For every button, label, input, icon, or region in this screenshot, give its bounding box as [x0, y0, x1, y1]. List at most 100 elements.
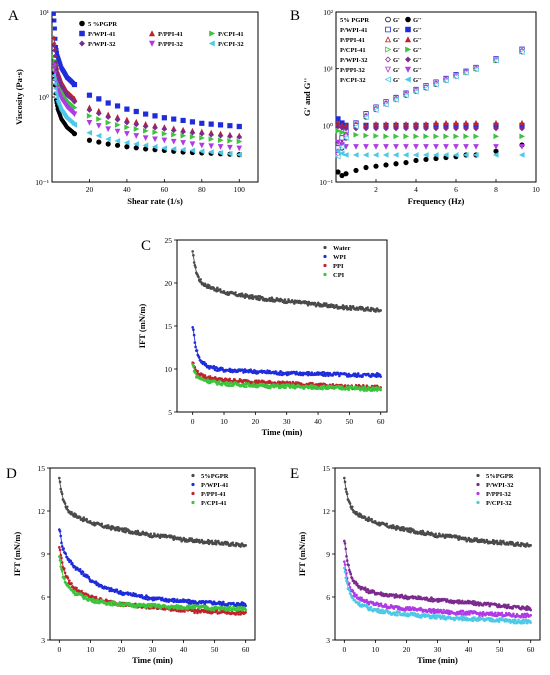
- legend-label: G'': [413, 57, 422, 64]
- legend-label: P/PPI-32: [340, 67, 365, 74]
- data-point: [228, 384, 232, 388]
- data-point: [100, 522, 104, 526]
- data-point: [113, 600, 117, 604]
- data-point: [391, 524, 395, 527]
- data-point: [432, 81, 439, 88]
- data-point: [402, 92, 409, 99]
- data-point: [371, 609, 375, 613]
- data-point: [452, 152, 459, 158]
- fit-line: [343, 561, 531, 617]
- data-point: [114, 128, 121, 135]
- data-point: [365, 598, 368, 602]
- y-tick-label: 15: [165, 322, 173, 331]
- data-point: [86, 119, 93, 126]
- data-point: [143, 127, 149, 134]
- data-point: [433, 119, 439, 126]
- legend-label: P/WPI-32: [88, 41, 115, 48]
- data-point: [379, 309, 383, 312]
- data-point: [86, 129, 93, 136]
- y-axis-label: IFT (mN/m): [12, 532, 22, 577]
- legend-label: P/CPI-41: [218, 31, 244, 38]
- data-point: [472, 152, 479, 158]
- data-point: [383, 162, 389, 168]
- legend-label: G': [393, 67, 400, 74]
- data-point: [180, 132, 187, 139]
- series-p-ppi-32: [51, 62, 243, 152]
- data-point: [475, 537, 479, 540]
- data-point: [382, 101, 389, 108]
- data-point: [511, 607, 514, 610]
- data-point: [52, 18, 57, 23]
- data-point: [352, 152, 359, 158]
- data-point: [519, 125, 525, 132]
- data-point: [198, 142, 205, 149]
- data-point: [522, 615, 525, 619]
- data-point: [433, 133, 440, 140]
- y-tick-label: 9: [326, 550, 330, 559]
- data-point: [324, 302, 328, 305]
- legend-label: P/PPI-41: [340, 37, 365, 44]
- data-point: [180, 140, 186, 146]
- data-point: [86, 137, 93, 143]
- data-point: [353, 131, 360, 138]
- legend-label: P/PPI-32: [486, 491, 511, 498]
- panel-label: B: [290, 8, 300, 24]
- legend-marker: [476, 473, 480, 478]
- x-tick-label: 60: [161, 185, 169, 194]
- data-point: [114, 122, 121, 128]
- data-point: [481, 614, 484, 618]
- data-point: [105, 126, 112, 133]
- data-point: [412, 152, 419, 158]
- data-point: [403, 125, 409, 132]
- data-point: [105, 119, 112, 126]
- data-point: [124, 144, 130, 150]
- data-point: [133, 141, 139, 147]
- data-point: [339, 129, 346, 136]
- y-tick-label: 25: [165, 236, 173, 245]
- data-point: [144, 597, 147, 601]
- series-wpi: [191, 325, 383, 379]
- data-point: [406, 605, 409, 609]
- legend-label: G': [393, 77, 400, 84]
- data-point: [186, 607, 190, 611]
- data-point: [284, 386, 287, 390]
- data-point: [161, 137, 168, 144]
- data-point: [367, 516, 371, 519]
- legend-marker: [148, 40, 156, 47]
- data-point: [524, 545, 527, 548]
- data-point: [373, 121, 379, 127]
- data-point: [453, 119, 459, 126]
- panel-b-modulus-chart: B 2 4 6 8 10 10⁻¹ 10⁰ 10¹ 10² Frequency (Hz) G' and…: [290, 8, 540, 206]
- data-point: [453, 133, 460, 140]
- legend-marker: [476, 482, 480, 487]
- data-point: [228, 377, 232, 381]
- data-point: [393, 144, 399, 150]
- y-tick-label: 10⁰: [322, 121, 333, 130]
- data-point: [208, 136, 215, 142]
- data-point: [432, 152, 439, 158]
- data-point: [208, 149, 214, 155]
- data-point: [383, 144, 389, 150]
- legend-marker: [323, 272, 327, 277]
- data-point: [142, 135, 149, 142]
- fit-line: [192, 364, 381, 390]
- data-point: [161, 145, 167, 152]
- data-point: [523, 612, 527, 616]
- x-tick-label: 4: [414, 185, 418, 194]
- data-point: [453, 125, 459, 132]
- data-point: [142, 142, 149, 149]
- data-point: [52, 81, 57, 86]
- fit-line: [58, 479, 246, 546]
- data-point: [189, 119, 196, 125]
- series-p-ppi-32-storage: [335, 49, 525, 159]
- data-point: [54, 93, 59, 98]
- data-point: [423, 121, 429, 127]
- data-point: [227, 609, 231, 612]
- data-point: [376, 607, 380, 611]
- data-point: [237, 613, 240, 616]
- data-point: [396, 613, 399, 617]
- data-point: [393, 133, 400, 140]
- x-tick-label: 10: [532, 185, 540, 194]
- data-point: [322, 371, 326, 374]
- legend-label: P/CPI-32: [340, 77, 366, 84]
